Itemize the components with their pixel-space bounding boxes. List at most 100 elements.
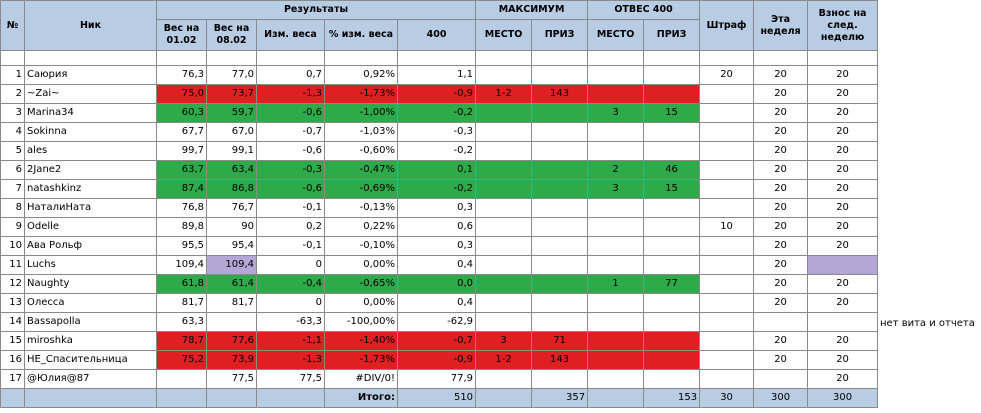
next-week-cell[interactable]: 20 (807, 160, 879, 180)
max-prize-cell[interactable] (531, 255, 589, 275)
row-number[interactable]: 16 (0, 350, 25, 370)
weight-0802-cell[interactable]: 99,1 (206, 141, 257, 161)
row-number[interactable]: 4 (0, 122, 25, 142)
weight-0102-cell[interactable]: 78,7 (156, 331, 207, 351)
row-number[interactable]: 15 (0, 331, 25, 351)
nick-cell[interactable]: НаталиНата (24, 198, 157, 218)
col400-cell[interactable]: -0,2 (396, 141, 477, 161)
otves-place-cell[interactable] (587, 369, 645, 389)
row-number[interactable]: 13 (0, 293, 25, 313)
nick-cell[interactable]: Odelle (24, 217, 157, 237)
weight-change-cell[interactable]: -0,3 (256, 160, 325, 180)
row-number[interactable]: 7 (0, 179, 25, 199)
cell[interactable] (24, 50, 157, 66)
fine-cell[interactable]: 10 (699, 217, 755, 237)
col400-cell[interactable]: 0,4 (396, 255, 477, 275)
fine-cell[interactable] (699, 103, 755, 123)
weight-0802-cell[interactable]: 67,0 (206, 122, 257, 142)
this-week-cell[interactable]: 20 (753, 103, 809, 123)
weight-0102-cell[interactable]: 63,7 (156, 160, 207, 180)
weight-change-pct-cell[interactable]: -1,03% (324, 122, 398, 142)
next-week-cell[interactable]: 20 (807, 84, 879, 104)
cell[interactable] (396, 50, 477, 66)
nick-cell[interactable]: Олесса (24, 293, 157, 313)
fine-cell[interactable] (699, 331, 755, 351)
header-400[interactable]: 400 (396, 19, 477, 51)
this-week-cell[interactable]: 20 (753, 255, 809, 275)
max-prize-cell[interactable] (531, 236, 589, 256)
otves-prize-cell[interactable] (643, 84, 701, 104)
header-max-place[interactable]: МЕСТО (475, 19, 533, 51)
col400-cell[interactable]: 0,6 (396, 217, 477, 237)
weight-change-pct-cell[interactable]: 0,00% (324, 293, 398, 313)
weight-0802-cell[interactable]: 77,5 (206, 369, 257, 389)
fine-cell[interactable] (699, 198, 755, 218)
cell[interactable] (753, 50, 809, 66)
weight-change-cell[interactable]: -0,6 (256, 179, 325, 199)
otves-place-cell[interactable] (587, 350, 645, 370)
header-no[interactable]: № (0, 0, 25, 51)
weight-change-cell[interactable]: -0,7 (256, 122, 325, 142)
cell[interactable] (531, 50, 589, 66)
col400-cell[interactable]: 0,1 (396, 160, 477, 180)
weight-0802-cell[interactable]: 95,4 (206, 236, 257, 256)
otves-place-cell[interactable] (587, 198, 645, 218)
header-weight-change[interactable]: Изм. веса (256, 19, 325, 51)
weight-change-pct-cell[interactable]: #DIV/0! (324, 369, 398, 389)
fine-cell[interactable] (699, 312, 755, 332)
max-place-cell[interactable] (475, 312, 533, 332)
otves-place-cell[interactable]: 3 (587, 179, 645, 199)
weight-0102-cell[interactable]: 63,3 (156, 312, 207, 332)
weight-change-cell[interactable]: -0,1 (256, 236, 325, 256)
otves-prize-cell[interactable]: 46 (643, 160, 701, 180)
next-week-cell[interactable]: 20 (807, 369, 879, 389)
weight-0802-cell[interactable]: 86,8 (206, 179, 257, 199)
max-prize-cell[interactable] (531, 217, 589, 237)
weight-0102-cell[interactable]: 99,7 (156, 141, 207, 161)
max-place-cell[interactable] (475, 217, 533, 237)
weight-change-cell[interactable]: 77,5 (256, 369, 325, 389)
otves-place-cell[interactable] (587, 312, 645, 332)
header-otves400[interactable]: ОТВЕС 400 (587, 0, 701, 20)
row-number[interactable]: 6 (0, 160, 25, 180)
next-week-cell[interactable]: 20 (807, 350, 879, 370)
nick-cell[interactable]: Bassapolla (24, 312, 157, 332)
max-place-cell[interactable]: 3 (475, 331, 533, 351)
col400-cell[interactable]: 0,4 (396, 293, 477, 313)
otves-prize-cell[interactable] (643, 293, 701, 313)
totals-fine[interactable]: 30 (699, 388, 755, 408)
weight-change-cell[interactable]: 0,7 (256, 65, 325, 85)
fine-cell[interactable] (699, 255, 755, 275)
col400-cell[interactable]: 77,9 (396, 369, 477, 389)
next-week-cell[interactable]: 20 (807, 141, 879, 161)
header-next-week[interactable]: Взнос на след. неделю (807, 0, 879, 51)
otves-prize-cell[interactable] (643, 198, 701, 218)
otves-prize-cell[interactable] (643, 350, 701, 370)
cell[interactable] (256, 50, 325, 66)
cell[interactable] (0, 50, 25, 66)
col400-cell[interactable]: -0,9 (396, 350, 477, 370)
max-place-cell[interactable]: 1-2 (475, 84, 533, 104)
weight-change-pct-cell[interactable]: 0,92% (324, 65, 398, 85)
cell[interactable] (699, 50, 755, 66)
next-week-cell[interactable]: 20 (807, 122, 879, 142)
nick-cell[interactable]: ales (24, 141, 157, 161)
fine-cell[interactable] (699, 122, 755, 142)
max-prize-cell[interactable] (531, 179, 589, 199)
header-weight-0102[interactable]: Вес на 01.02 (156, 19, 207, 51)
this-week-cell[interactable]: 20 (753, 198, 809, 218)
weight-change-pct-cell[interactable]: -100,00% (324, 312, 398, 332)
weight-0802-cell[interactable]: 81,7 (206, 293, 257, 313)
weight-change-cell[interactable]: -0,6 (256, 103, 325, 123)
otves-prize-cell[interactable] (643, 331, 701, 351)
cell[interactable] (156, 50, 207, 66)
weight-change-cell[interactable]: 0 (256, 293, 325, 313)
fine-cell[interactable] (699, 236, 755, 256)
row-number[interactable]: 12 (0, 274, 25, 294)
weight-change-pct-cell[interactable]: -0,65% (324, 274, 398, 294)
this-week-cell[interactable]: 20 (753, 331, 809, 351)
otves-place-cell[interactable] (587, 331, 645, 351)
col400-cell[interactable]: 0,0 (396, 274, 477, 294)
weight-change-pct-cell[interactable]: -1,73% (324, 84, 398, 104)
this-week-cell[interactable]: 20 (753, 65, 809, 85)
